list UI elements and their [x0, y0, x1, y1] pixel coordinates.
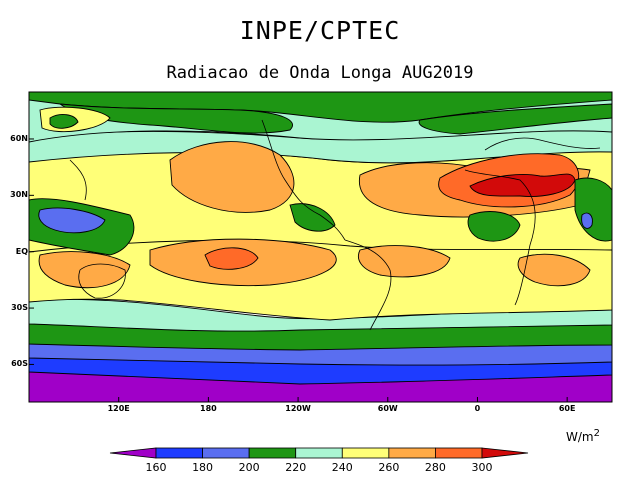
colorbar-level-label: 180: [192, 461, 214, 474]
colorbar-segment: [202, 447, 250, 459]
lon-tick-label: 0: [474, 404, 481, 413]
colorbar-segment: [155, 447, 203, 459]
colorbar-level-label: 220: [285, 461, 307, 474]
colorbar-segment: [481, 447, 529, 459]
red-orange-south-pacific: [204, 247, 259, 270]
colorbar-segment: [248, 447, 297, 459]
colorbar-level-label: 160: [145, 461, 167, 474]
lat-tick-label: 30S: [11, 303, 28, 313]
colorbar-segment: [341, 447, 390, 459]
lon-tick-label: 180: [200, 404, 217, 413]
orange-south-atlantic: [358, 245, 451, 278]
colorbar-level-label: 300: [471, 461, 493, 474]
colorbar-level-label: 240: [331, 461, 353, 474]
map-frame: [28, 91, 613, 403]
green-north-pacific: [58, 103, 293, 134]
colorbar-segment: [295, 447, 343, 459]
colorbar-level-label: 280: [424, 461, 446, 474]
lat-tick-label: 30N: [10, 190, 28, 200]
lat-tick-label: EQ: [15, 246, 28, 256]
colorbar-segment: [388, 447, 436, 459]
organization-title: INPE/CPTEC: [239, 16, 401, 45]
green-atlantic-arctic: [418, 103, 612, 135]
lon-tick-label: 60W: [377, 404, 398, 413]
coastlines: [69, 119, 601, 331]
colorbar: [109, 447, 529, 459]
blue-india: [581, 212, 593, 229]
orange-north-pacific: [169, 141, 295, 213]
axis-ticks: [29, 138, 568, 402]
green-north-pacific-core: [49, 114, 79, 129]
map-title: Radiacao de Onda Longa AUG2019: [166, 63, 474, 83]
colorbar-segment: [109, 447, 157, 459]
lon-tick-label: 120W: [285, 404, 311, 413]
green-central-america: [289, 203, 336, 232]
colorbar-level-label: 260: [378, 461, 400, 474]
colorbar-level-label: 200: [238, 461, 260, 474]
map-field: [29, 92, 612, 402]
units-label: W/m2: [566, 428, 600, 444]
orange-australia: [38, 251, 131, 288]
lat-tick-label: 60N: [10, 133, 28, 143]
orange-south-africa: [517, 253, 591, 287]
band-240-south: [29, 298, 612, 332]
lon-tick-label: 60E: [558, 404, 576, 413]
green-africa: [467, 211, 521, 242]
lon-tick-label: 120E: [107, 404, 130, 413]
colorbar-segment: [435, 447, 483, 459]
blue-west-pacific: [38, 207, 106, 234]
lat-tick-label: 60S: [11, 359, 28, 369]
